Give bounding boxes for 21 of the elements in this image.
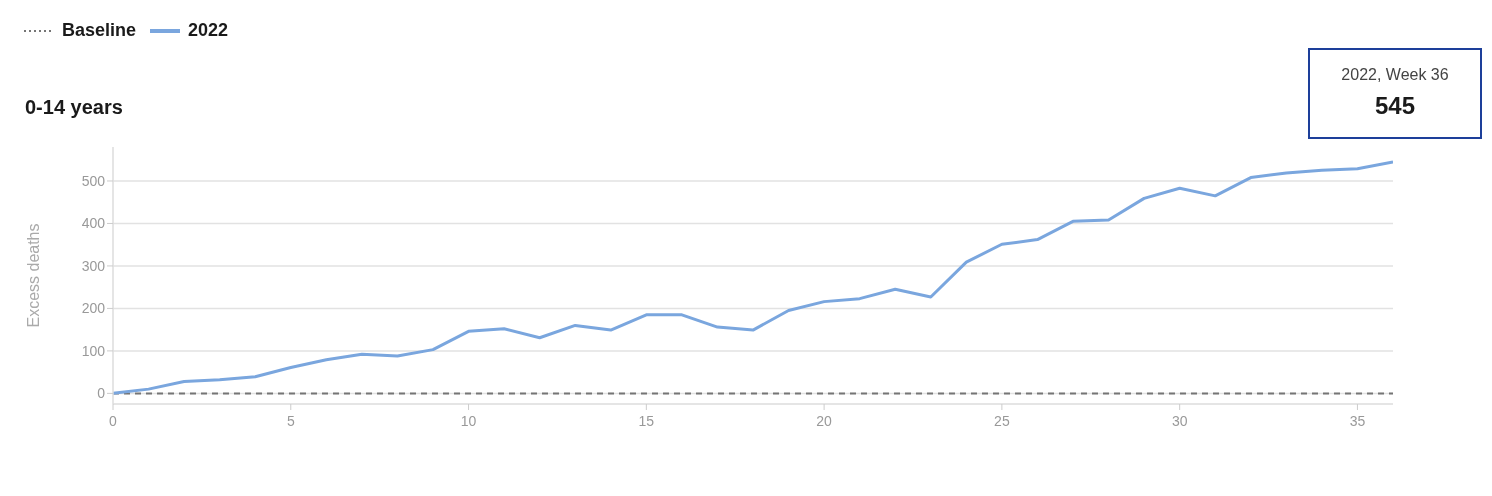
y-tick-label: 400 bbox=[81, 215, 106, 232]
y-tick-label: 100 bbox=[81, 342, 106, 359]
x-tick-label: 15 bbox=[638, 412, 655, 429]
x-tick-label: 35 bbox=[1349, 412, 1366, 429]
y-tick-label: 300 bbox=[81, 257, 106, 274]
line-series bbox=[113, 160, 1393, 395]
y-tick-label: 500 bbox=[81, 172, 106, 189]
legend-label: 2022 bbox=[188, 20, 229, 41]
y-tick-label: 0 bbox=[97, 385, 106, 402]
y-axis-title: Excess deaths bbox=[24, 223, 42, 328]
x-tick-label: 30 bbox=[1171, 412, 1188, 429]
text: 2022, Week 36 bbox=[1340, 66, 1450, 84]
x-tick-label: 25 bbox=[994, 412, 1010, 429]
x-tick-label: 0 bbox=[109, 412, 118, 429]
x-tick-label: 20 bbox=[816, 412, 833, 429]
x-tick-label: 10 bbox=[460, 412, 477, 429]
x-tick-label: 5 bbox=[286, 412, 295, 429]
y-tick-label: 200 bbox=[81, 300, 106, 317]
chart-title: 0-14 years bbox=[25, 96, 123, 119]
legend-label: Baseline bbox=[62, 20, 137, 41]
text: 545 bbox=[1373, 92, 1416, 120]
